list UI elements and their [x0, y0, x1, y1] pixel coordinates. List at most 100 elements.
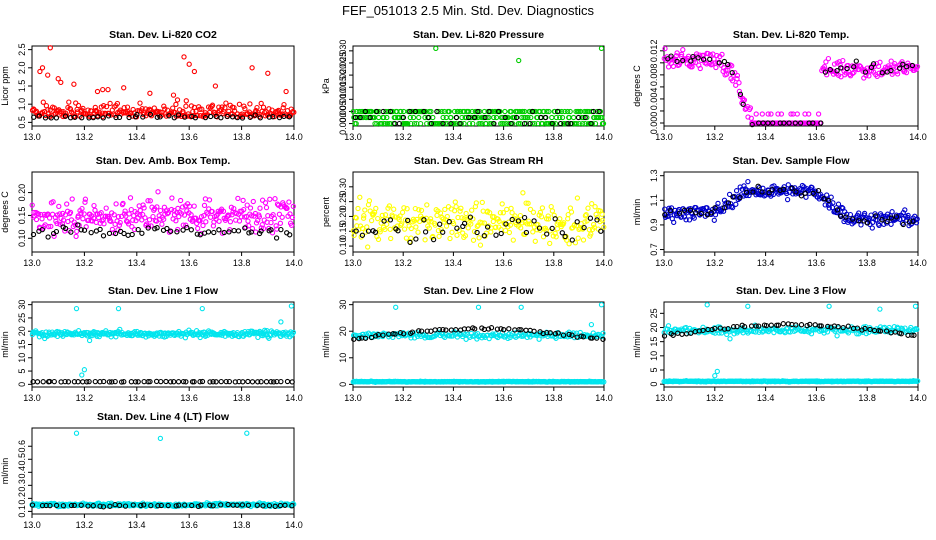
data-point [36, 113, 42, 119]
data-point [219, 104, 225, 110]
outlier-point [727, 336, 733, 342]
data-point [737, 194, 743, 201]
data-point [242, 106, 248, 112]
data-point [417, 120, 424, 127]
data-point [49, 211, 56, 217]
data-point [287, 211, 293, 217]
data-point [688, 58, 694, 64]
y-tick-label: 0.025 [338, 52, 348, 75]
x-tick-label: 13.8 [545, 393, 563, 403]
data-point [112, 378, 118, 385]
data-point [146, 217, 153, 223]
data-point [471, 228, 478, 235]
data-point [475, 114, 481, 121]
data-point [418, 207, 425, 214]
y-tick-label: 0.000 [338, 112, 348, 135]
data-point [145, 198, 151, 204]
data-point [256, 214, 263, 220]
y-tick-label: 0.010 [338, 88, 348, 111]
data-point [580, 237, 587, 243]
y-tick-label: 0.10 [17, 230, 27, 248]
data-point [201, 213, 207, 219]
data-point [125, 221, 132, 227]
data-point [825, 197, 832, 204]
data-point [512, 114, 518, 121]
data-point [231, 108, 238, 114]
data-point [806, 111, 812, 117]
data-point [566, 241, 572, 247]
data-point [830, 200, 836, 206]
outlier-point [191, 68, 198, 75]
data-point [467, 214, 474, 220]
y-tick-label: 1.0 [17, 98, 27, 111]
y-tick-label: 0.6 [17, 440, 27, 453]
data-point [512, 213, 518, 219]
y-tick-label: 0.7 [649, 243, 659, 256]
data-point [440, 229, 446, 235]
x-tick-label: 13.2 [394, 258, 412, 268]
data-point [545, 213, 551, 219]
data-point [883, 328, 890, 334]
data-point [835, 201, 842, 207]
data-point [253, 220, 260, 226]
data-point [451, 108, 458, 115]
data-point [518, 225, 524, 231]
data-point [266, 114, 272, 120]
data-point [737, 91, 744, 97]
data-point [387, 226, 393, 232]
x-tick-label: 13.0 [655, 258, 673, 268]
data-point [733, 201, 739, 207]
outlier-point [598, 302, 605, 308]
data-point [881, 221, 887, 227]
y-tick-label: 2.0 [17, 62, 27, 75]
data-point [815, 111, 822, 117]
data-point [272, 196, 278, 202]
data-point [205, 211, 211, 217]
series-points [350, 190, 607, 250]
data-point [381, 218, 387, 224]
data-point [785, 182, 791, 188]
x-tick-label: 13.6 [180, 393, 198, 403]
data-point [40, 379, 46, 385]
data-point [191, 203, 197, 209]
data-point [210, 379, 216, 385]
data-point [142, 215, 148, 221]
data-point [437, 221, 443, 227]
data-point [174, 97, 181, 103]
data-point [48, 112, 55, 118]
data-point [575, 235, 581, 241]
data-point [729, 78, 736, 84]
data-point [520, 190, 526, 196]
data-point [903, 69, 910, 76]
data-point [517, 108, 523, 115]
data-point [732, 70, 738, 76]
data-point [35, 211, 42, 217]
data-point [97, 226, 103, 233]
data-point [352, 114, 359, 121]
data-point [422, 229, 429, 235]
data-point [29, 502, 36, 508]
data-point [260, 104, 267, 110]
data-point [263, 502, 269, 508]
data-point [888, 67, 894, 74]
data-point [477, 242, 484, 248]
data-point [567, 108, 573, 115]
data-point [34, 210, 41, 217]
data-point [528, 114, 534, 121]
data-point [564, 108, 571, 115]
data-point [496, 218, 502, 224]
data-point [137, 207, 143, 214]
data-point [831, 61, 838, 67]
data-point [440, 120, 446, 127]
data-point [223, 100, 229, 106]
data-point [753, 323, 759, 329]
data-point [400, 114, 407, 121]
data-point [359, 108, 366, 115]
outlier-point [433, 45, 439, 52]
data-point [100, 504, 107, 510]
outlier-point [157, 435, 164, 442]
outlier-point [393, 304, 399, 310]
outlier-point [249, 65, 255, 71]
outlier-point [826, 303, 832, 309]
data-point [107, 503, 113, 509]
